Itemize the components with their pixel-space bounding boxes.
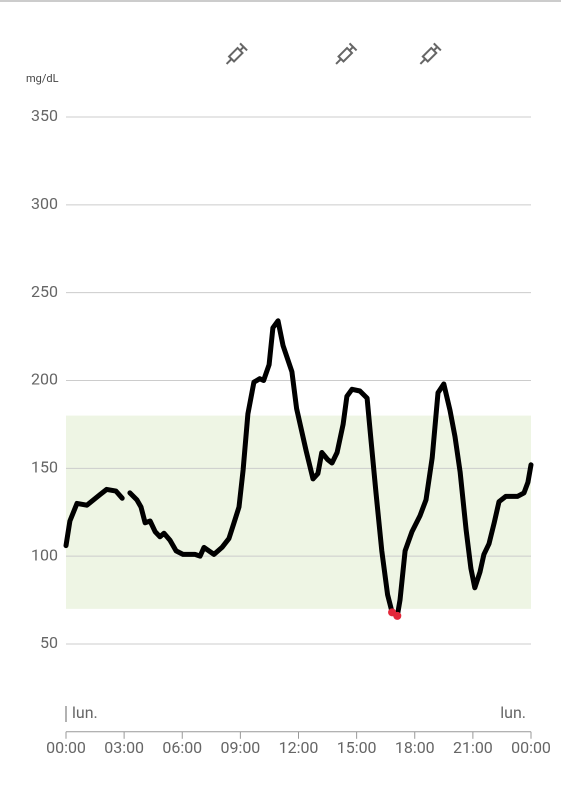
day-label: lun. — [500, 703, 526, 722]
y-tick-label: 250 — [31, 282, 58, 301]
y-tick-label: 200 — [31, 370, 58, 389]
x-tick-label: 00:00 — [46, 738, 86, 757]
y-tick-label: 50 — [40, 633, 58, 652]
syringe-body — [337, 46, 354, 63]
glucose-line — [63, 318, 534, 619]
target-range — [66, 415, 531, 609]
insulin-marker — [225, 42, 248, 65]
low-point — [393, 611, 402, 620]
x-tick-label: 06:00 — [162, 738, 202, 757]
y-tick-label: 350 — [31, 106, 58, 125]
syringe-handle — [348, 42, 358, 52]
x-tick-label: 15:00 — [337, 738, 377, 757]
y-unit: mg/dL — [26, 72, 59, 85]
syringe-needle — [419, 58, 427, 65]
day-label: lun. — [72, 703, 98, 722]
syringe-handle — [433, 42, 442, 52]
y-tick-label: 100 — [31, 545, 58, 564]
x-tick-label: 18:00 — [395, 738, 435, 757]
y-tick-label: 150 — [31, 458, 58, 477]
syringe-needle — [225, 58, 233, 65]
y-tick-label: 300 — [31, 194, 58, 213]
x-tick-label: 00:00 — [511, 738, 551, 757]
syringe-needle — [335, 58, 342, 65]
insulin-marker — [419, 42, 442, 65]
x-tick-label: 03:00 — [104, 738, 144, 757]
x-tick-label: 12:00 — [279, 738, 319, 757]
x-tick-label: 09:00 — [220, 738, 260, 757]
insulin-marker — [335, 42, 358, 65]
syringe-handle — [239, 42, 248, 52]
x-tick-label: 21:00 — [453, 738, 493, 757]
syringe-body — [421, 46, 438, 63]
